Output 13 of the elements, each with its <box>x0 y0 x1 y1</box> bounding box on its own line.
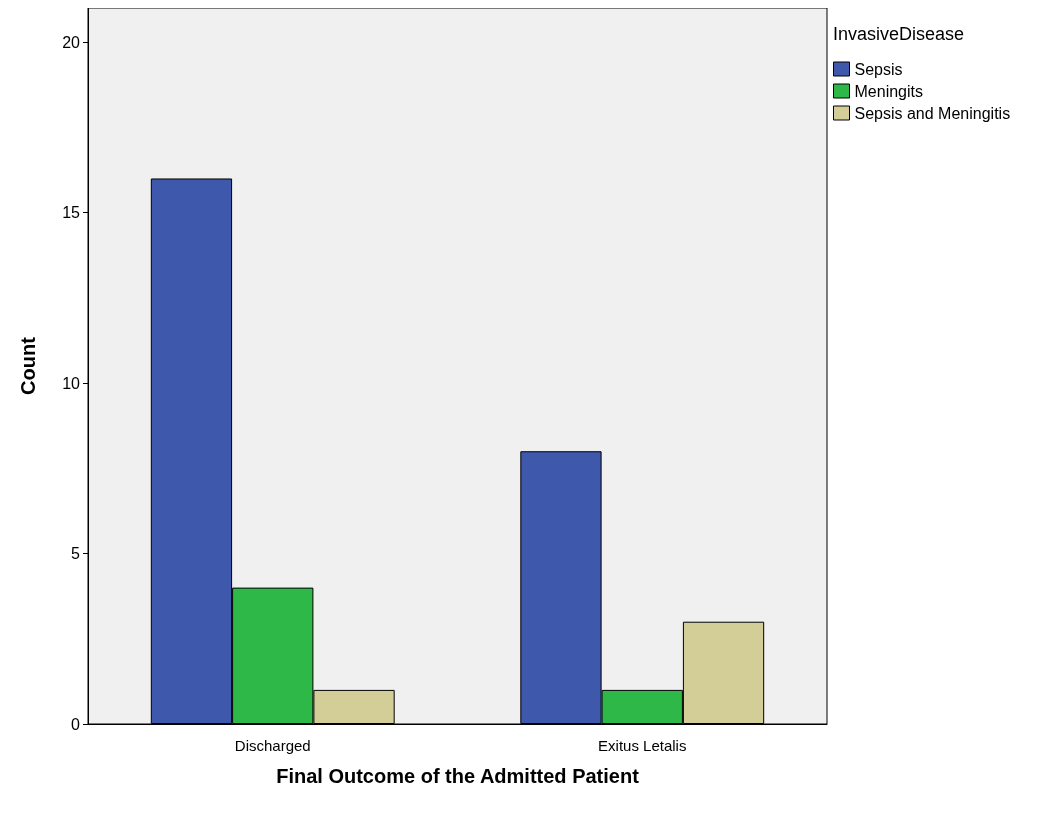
x-tick-label: Exitus Letalis <box>598 737 687 754</box>
y-tick-label: 10 <box>62 374 81 392</box>
y-tick-label: 20 <box>62 33 81 51</box>
x-tick-label: Discharged <box>234 737 311 754</box>
legend-label: Meningits <box>854 82 923 100</box>
y-tick-label: 15 <box>62 204 81 222</box>
legend-title: InvasiveDisease <box>833 24 965 44</box>
y-tick-label: 5 <box>71 545 81 563</box>
legend-label: Sepsis <box>854 60 903 78</box>
y-axis-title: Count <box>17 336 39 395</box>
y-tick-label: 0 <box>71 715 81 733</box>
x-axis-title: Final Outcome of the Admitted Patient <box>276 765 640 787</box>
legend-label: Sepsis and Meningitis <box>854 104 1011 122</box>
